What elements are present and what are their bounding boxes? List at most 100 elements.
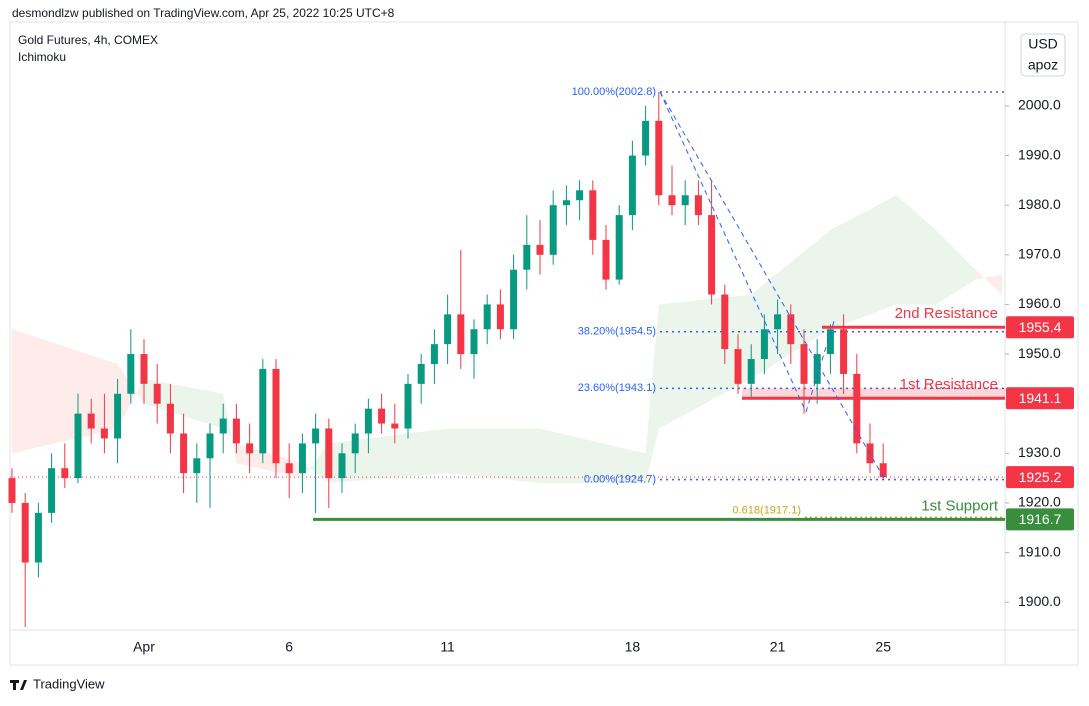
candle-body <box>74 413 82 479</box>
y-tick-label: 1980.0 <box>1018 196 1061 212</box>
price-badge-label: 1916.7 <box>1019 511 1062 527</box>
candle-body <box>219 418 227 434</box>
x-tick-label: 6 <box>285 639 293 655</box>
y-tick-label: 2000.0 <box>1018 97 1061 113</box>
ichimoku-cloud <box>896 195 936 305</box>
fib-label: 100.00%(2002.8) <box>572 86 656 98</box>
candle-body <box>312 428 320 444</box>
candle-body <box>523 244 531 270</box>
candle-body <box>668 195 676 206</box>
candle-body <box>549 205 557 255</box>
candle-body <box>246 443 254 454</box>
logo <box>10 680 27 690</box>
y-tick-label: 1920.0 <box>1018 494 1061 510</box>
candle-body <box>536 244 544 255</box>
y-tick-label: 1900.0 <box>1018 593 1061 609</box>
candle-body <box>48 468 56 513</box>
candle-body <box>496 304 504 330</box>
candle-body <box>87 413 95 429</box>
candle-body <box>813 354 821 384</box>
candle-body <box>193 458 201 474</box>
candle-body <box>417 363 425 384</box>
trend-line <box>659 91 807 413</box>
candle-body <box>628 155 636 216</box>
candle-body <box>760 329 768 360</box>
ichimoku-cloud <box>830 195 897 330</box>
candle-body <box>774 314 782 330</box>
candle-body <box>615 215 623 280</box>
candle-body <box>259 368 267 454</box>
plot: 100.00%(2002.8) 38.20%(1954.5) 23.60%(1943… <box>8 86 1009 628</box>
price-badge <box>1006 466 1074 489</box>
candle-body <box>378 408 386 424</box>
x-tick-label: 11 <box>440 639 455 655</box>
candle-body <box>734 349 742 384</box>
candle-body <box>457 314 465 355</box>
candle-body <box>694 195 702 216</box>
candle-body <box>853 373 861 444</box>
candle-body <box>708 215 716 295</box>
candle-body <box>747 359 755 384</box>
candle-body <box>325 428 333 479</box>
ichimoku-cloud <box>975 269 1002 295</box>
candle-body <box>34 512 42 563</box>
candle-body <box>180 433 188 474</box>
level-name: 1st Support <box>921 497 999 514</box>
frame <box>9 21 1079 666</box>
price-badge-label: 1925.2 <box>1019 469 1062 485</box>
trend-lines <box>659 91 885 479</box>
brand: TradingView <box>33 676 105 691</box>
candle-body <box>364 408 372 434</box>
candle-body <box>114 393 122 439</box>
candle-body <box>826 329 834 355</box>
candle-body <box>140 354 148 384</box>
candle-body <box>589 190 597 240</box>
fib-label: 23.60%(1943.1) <box>578 382 656 394</box>
candle-body <box>562 200 570 206</box>
ichimoku-cloud <box>328 428 448 484</box>
candle-body <box>681 195 689 206</box>
price-badge-label: 1955.4 <box>1019 319 1062 335</box>
candle-body <box>285 463 293 474</box>
currency-box[interactable] <box>1020 33 1066 77</box>
candle-body <box>100 428 108 439</box>
publisher: desmondlzw published on TradingView.com,… <box>12 6 395 20</box>
candle-body <box>483 304 491 330</box>
price-badge-label: 1941.1 <box>1019 390 1062 406</box>
indicator-name: Ichimoku <box>18 50 66 64</box>
candle-body <box>470 329 478 355</box>
fib-label: 38.20%(1954.5) <box>578 326 656 338</box>
candle-body <box>602 239 610 280</box>
candle-body <box>21 502 29 563</box>
candle-body <box>510 269 518 330</box>
badge: apoz <box>1028 57 1058 73</box>
y-tick-label: 1970.0 <box>1018 246 1061 262</box>
candle-body <box>351 433 359 454</box>
x-tick-label: 18 <box>625 639 641 655</box>
candle-body <box>153 383 161 404</box>
candle-body <box>338 453 346 479</box>
candle-body <box>800 344 808 384</box>
y-tick-label: 1910.0 <box>1018 543 1061 559</box>
level-name: 1st Resistance <box>900 376 998 393</box>
candle-body <box>879 463 887 478</box>
ichimoku-cloud <box>144 378 224 429</box>
price-badge <box>1006 316 1074 339</box>
candle-body <box>721 294 729 350</box>
golden-label: 0.618(1917.1) <box>733 504 802 516</box>
ichimoku-cloud <box>223 393 237 464</box>
ichimoku-cloud <box>645 304 659 484</box>
candle-body <box>404 383 412 429</box>
x-tick-label: Apr <box>133 639 155 655</box>
level-name: 2nd Resistance <box>895 305 998 322</box>
candle-body <box>642 120 650 156</box>
candle-body <box>272 368 280 464</box>
currency: USD <box>1028 36 1058 52</box>
y-tick-label: 1950.0 <box>1018 345 1061 361</box>
candle-body <box>206 433 214 459</box>
y-tick-label: 1930.0 <box>1018 444 1061 460</box>
x-tick-label: 25 <box>875 639 891 655</box>
price-badge <box>1006 387 1074 410</box>
